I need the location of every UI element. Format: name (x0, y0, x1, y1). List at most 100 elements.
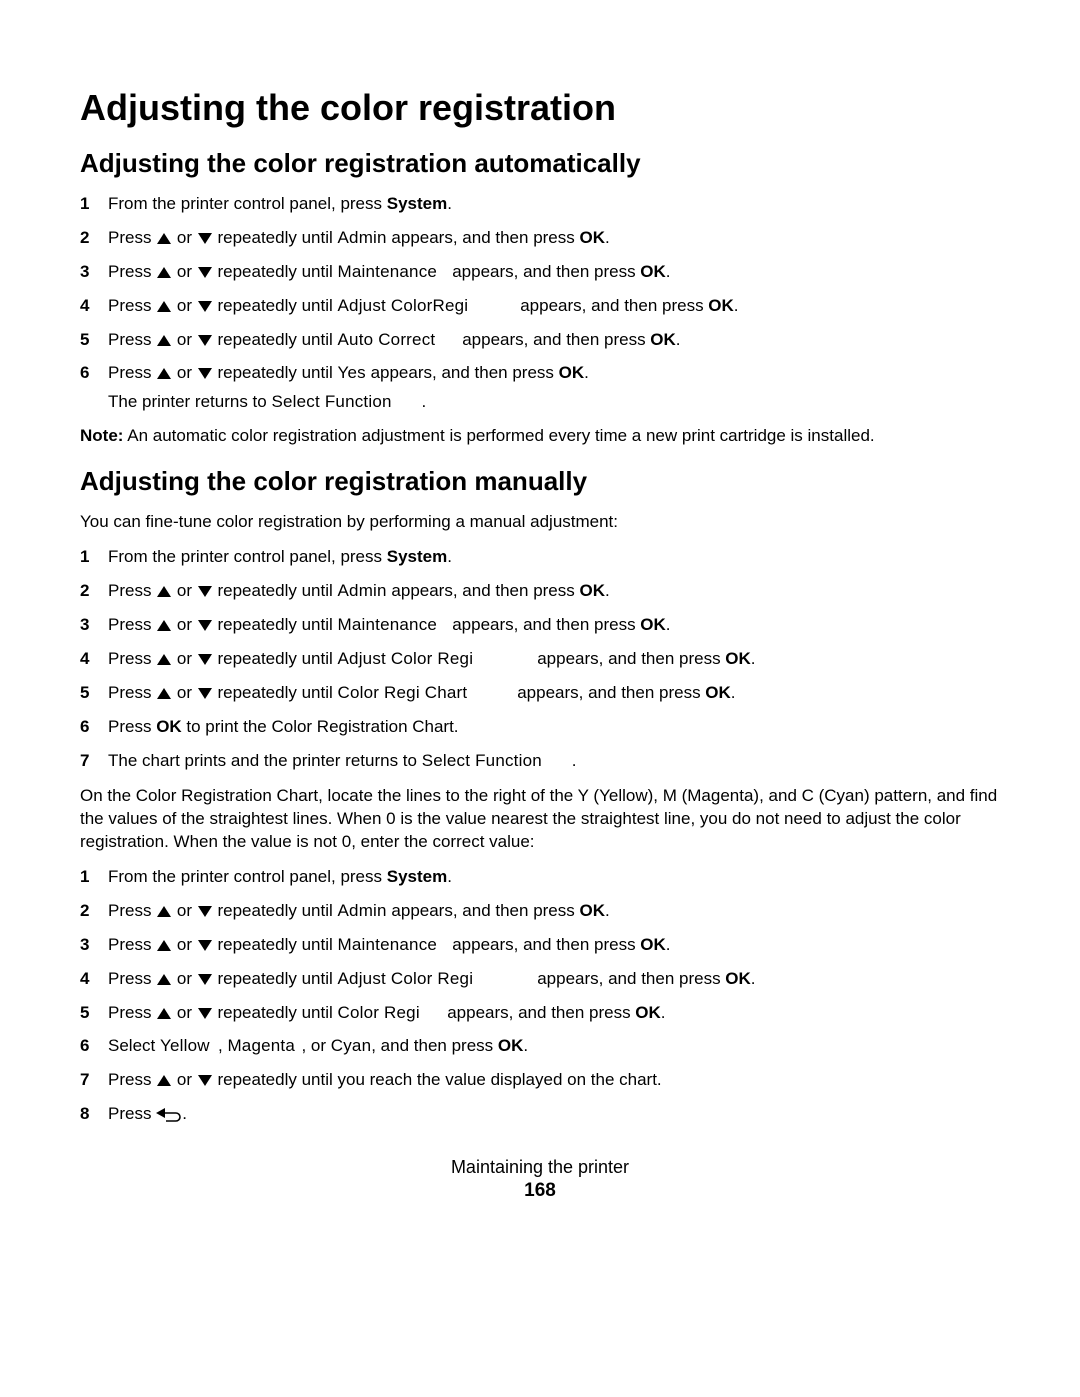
down-arrow-icon (198, 906, 212, 917)
ok-button-label: OK (498, 1036, 524, 1055)
list-item: From the printer control panel, press Sy… (80, 193, 1000, 216)
text: From the printer control panel, press (108, 867, 387, 886)
menu-adjust-color-regi: Adjust Color Regi (338, 968, 533, 991)
down-arrow-icon (198, 301, 212, 312)
system-button-label: System (387, 867, 447, 886)
menu-color-regi-chart: Color Regi Chart (338, 682, 513, 705)
text: appears, and then press (513, 683, 706, 702)
text: . (447, 547, 452, 566)
text: , and then press (371, 1036, 498, 1055)
menu-admin: Admin (338, 581, 387, 600)
ok-button-label: OK (725, 649, 751, 668)
menu-magenta: Magenta (227, 1035, 301, 1058)
up-arrow-icon (157, 620, 171, 631)
note-paragraph: Note: An automatic color registration ad… (80, 425, 1000, 448)
menu-adjust-color-regi: Adjust Color Regi (338, 648, 533, 671)
system-button-label: System (387, 194, 447, 213)
text: or (172, 262, 197, 281)
ok-button-label: OK (650, 330, 676, 349)
text: . (731, 683, 736, 702)
menu-admin: Admin (338, 901, 387, 920)
list-item: Press or repeatedly until Maintenance ap… (80, 261, 1000, 284)
text: Press (108, 1104, 156, 1123)
text: appears, and then press (387, 581, 580, 600)
text: to print the Color Registration Chart. (182, 717, 459, 736)
text: appears, and then press (533, 649, 726, 668)
list-item: Press or repeatedly until you reach the … (80, 1069, 1000, 1092)
text: Press (108, 581, 156, 600)
system-button-label: System (387, 547, 447, 566)
return-text: The printer returns to Select Function. (80, 391, 1000, 414)
text: repeatedly until you reach the value dis… (213, 1070, 662, 1089)
text: . (523, 1036, 528, 1055)
section1-title: Adjusting the color registration automat… (80, 148, 1000, 179)
section2-intro: You can fine-tune color registration by … (80, 511, 1000, 534)
menu-cyan: Cyan (331, 1036, 372, 1055)
text: Press (108, 969, 156, 988)
menu-select-function: Select Function (271, 391, 421, 414)
section2-title: Adjusting the color registration manuall… (80, 466, 1000, 497)
list-item: Press or repeatedly until Maintenance ap… (80, 934, 1000, 957)
note-text: An automatic color registration adjustme… (123, 426, 874, 445)
text: repeatedly until (213, 581, 338, 600)
list-item: The chart prints and the printer returns… (80, 750, 1000, 773)
text: appears, and then press (366, 363, 559, 382)
text: or (172, 296, 197, 315)
up-arrow-icon (157, 906, 171, 917)
text: or (172, 581, 197, 600)
list-item: Press OK to print the Color Registration… (80, 716, 1000, 739)
text: repeatedly until (213, 901, 338, 920)
down-arrow-icon (198, 233, 212, 244)
text: Press (108, 717, 156, 736)
text: repeatedly until (213, 649, 338, 668)
menu-maintenance: Maintenance (338, 934, 448, 957)
ok-button-label: OK (156, 717, 182, 736)
menu-yellow: Yellow (160, 1035, 218, 1058)
menu-maintenance: Maintenance (338, 614, 448, 637)
down-arrow-icon (198, 974, 212, 985)
text: repeatedly until (213, 262, 338, 281)
down-arrow-icon (198, 586, 212, 597)
text: The chart prints and the printer returns… (108, 751, 422, 770)
section2-steps-a: From the printer control panel, press Sy… (80, 546, 1000, 773)
text: repeatedly until (213, 296, 338, 315)
menu-auto-correct: Auto Correct (338, 329, 458, 352)
text: , (218, 1036, 227, 1055)
text: repeatedly until (213, 935, 338, 954)
text: . (751, 649, 756, 668)
list-item: Press or repeatedly until Adjust Color R… (80, 968, 1000, 991)
text: or (172, 901, 197, 920)
list-item: Press or repeatedly until Yes appears, a… (80, 362, 1000, 385)
text: The printer returns to (108, 392, 271, 411)
ok-button-label: OK (635, 1003, 661, 1022)
text: , or (301, 1036, 330, 1055)
text: appears, and then press (533, 969, 726, 988)
text: . (421, 392, 426, 411)
text: . (447, 867, 452, 886)
list-item: Press or repeatedly until Admin appears,… (80, 580, 1000, 603)
text: . (666, 935, 671, 954)
list-item: From the printer control panel, press Sy… (80, 866, 1000, 889)
text: Press (108, 262, 156, 281)
list-item: Press or repeatedly until Color Regi Cha… (80, 682, 1000, 705)
text: Press (108, 649, 156, 668)
menu-yes: Yes (338, 363, 366, 382)
up-arrow-icon (157, 335, 171, 346)
ok-button-label: OK (725, 969, 751, 988)
ok-button-label: OK (705, 683, 731, 702)
text: . (182, 1104, 187, 1123)
ok-button-label: OK (579, 581, 605, 600)
up-arrow-icon (157, 586, 171, 597)
section1-steps: From the printer control panel, press Sy… (80, 193, 1000, 386)
text: . (734, 296, 739, 315)
up-arrow-icon (157, 654, 171, 665)
text: Press (108, 683, 156, 702)
text: . (751, 969, 756, 988)
text: repeatedly until (213, 228, 338, 247)
text: . (666, 615, 671, 634)
ok-button-label: OK (640, 615, 666, 634)
down-arrow-icon (198, 1075, 212, 1086)
menu-color-regi: Color Regi (338, 1002, 443, 1025)
ok-button-label: OK (579, 228, 605, 247)
list-item: Press or repeatedly until Auto Correct a… (80, 329, 1000, 352)
